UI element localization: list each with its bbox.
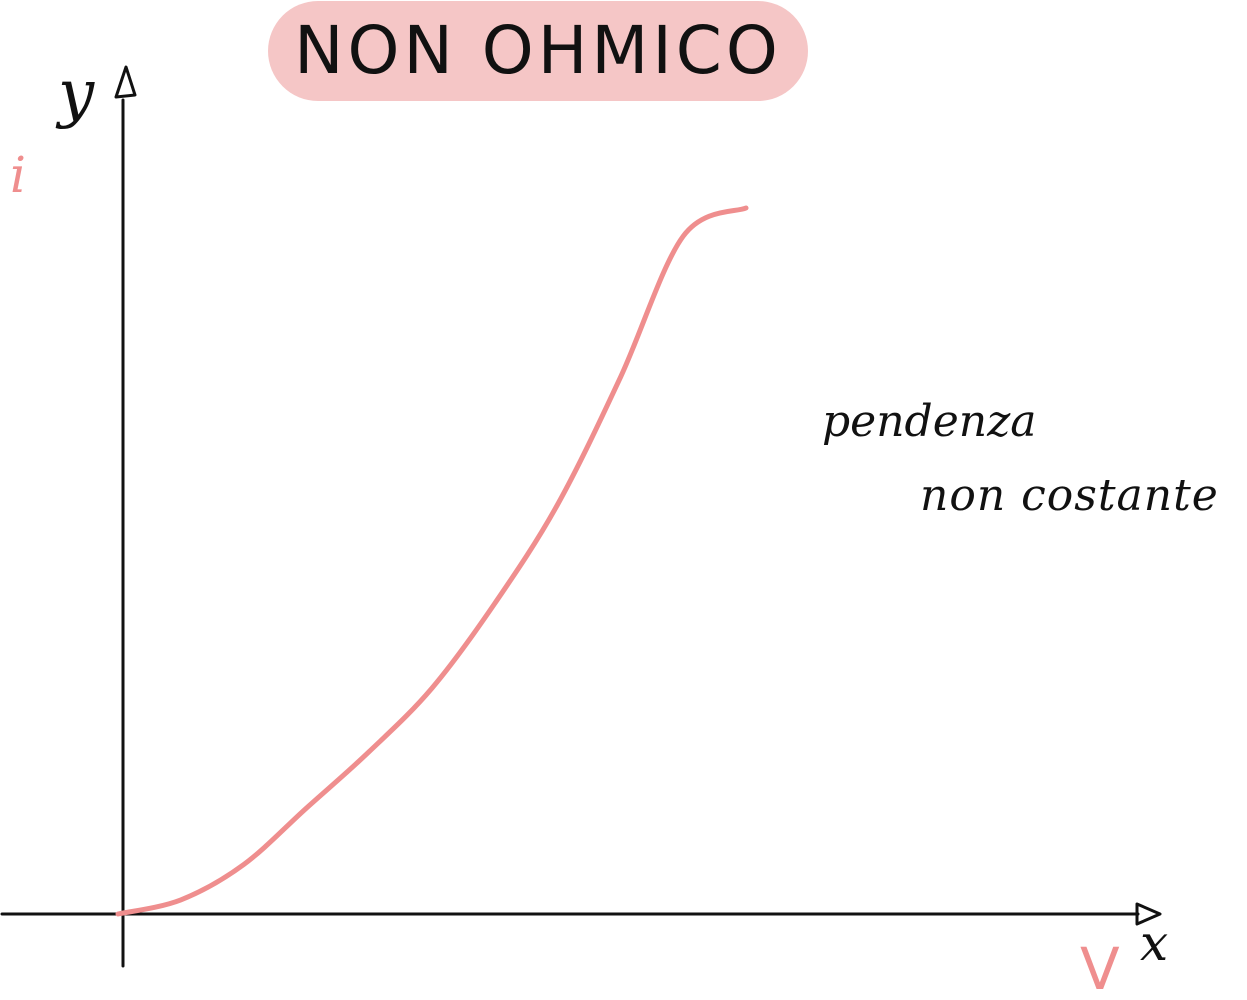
y-axis-arrowhead (114, 65, 137, 99)
title-banner: NON OHMICO (268, 1, 808, 101)
annotation-line-1: pendenza (822, 396, 1037, 447)
iv-curve (115, 205, 749, 917)
title: NON OHMICO (294, 12, 782, 89)
current-label: i (10, 146, 26, 204)
annotation-line-2: non costante (920, 470, 1219, 521)
x-axis-arrowhead (1135, 902, 1162, 926)
y-axis-label: y (58, 57, 95, 131)
x-axis-label: x (1140, 914, 1169, 972)
voltage-label: V (1080, 935, 1120, 1000)
